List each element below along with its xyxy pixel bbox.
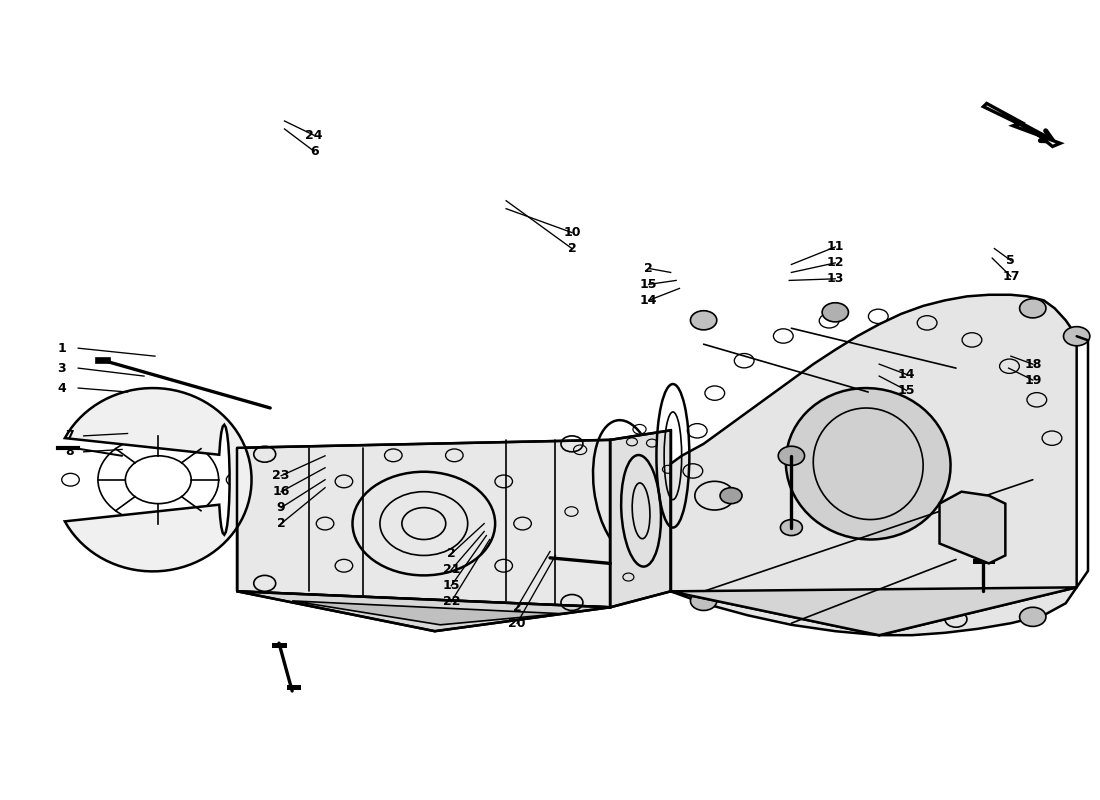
Polygon shape: [671, 294, 1077, 635]
Text: 18: 18: [1024, 358, 1042, 370]
Text: 12: 12: [826, 256, 844, 270]
Ellipse shape: [720, 488, 742, 504]
Text: 1: 1: [57, 342, 66, 354]
Text: 19: 19: [1024, 374, 1042, 386]
Text: 15: 15: [640, 278, 658, 291]
Polygon shape: [671, 587, 1077, 635]
Polygon shape: [65, 388, 252, 571]
Text: 3: 3: [57, 362, 66, 374]
Ellipse shape: [785, 388, 950, 539]
Text: 20: 20: [508, 617, 526, 630]
Circle shape: [1064, 326, 1090, 346]
Text: 24: 24: [306, 129, 322, 142]
Text: 22: 22: [442, 595, 460, 608]
Text: 23: 23: [273, 470, 290, 482]
Circle shape: [780, 519, 802, 535]
Circle shape: [960, 506, 978, 518]
Text: 14: 14: [898, 368, 915, 381]
Polygon shape: [610, 430, 671, 607]
Text: 2: 2: [513, 601, 521, 614]
Text: 13: 13: [826, 272, 844, 286]
Text: 2: 2: [277, 517, 286, 530]
Polygon shape: [939, 492, 1005, 563]
Polygon shape: [983, 103, 1060, 146]
Text: 9: 9: [277, 501, 286, 514]
Text: 14: 14: [640, 294, 658, 307]
Text: 2: 2: [568, 242, 576, 255]
Polygon shape: [238, 591, 611, 631]
Text: 2: 2: [645, 262, 653, 275]
Text: 6: 6: [310, 145, 318, 158]
Text: 11: 11: [826, 241, 844, 254]
Text: 16: 16: [273, 485, 290, 498]
Text: 21: 21: [442, 563, 460, 576]
Circle shape: [691, 591, 717, 610]
Circle shape: [778, 446, 804, 466]
Text: 7: 7: [65, 430, 74, 442]
Text: 4: 4: [57, 382, 66, 394]
Text: 17: 17: [1002, 270, 1020, 283]
Circle shape: [691, 310, 717, 330]
Text: 15: 15: [898, 384, 915, 397]
Text: 15: 15: [442, 579, 460, 592]
Circle shape: [1020, 607, 1046, 626]
Circle shape: [822, 302, 848, 322]
Polygon shape: [293, 601, 561, 625]
Polygon shape: [238, 440, 611, 607]
Text: 5: 5: [1006, 254, 1015, 267]
Circle shape: [1020, 298, 1046, 318]
Text: 2: 2: [447, 547, 455, 560]
Text: 10: 10: [563, 226, 581, 239]
Text: 8: 8: [65, 446, 74, 458]
